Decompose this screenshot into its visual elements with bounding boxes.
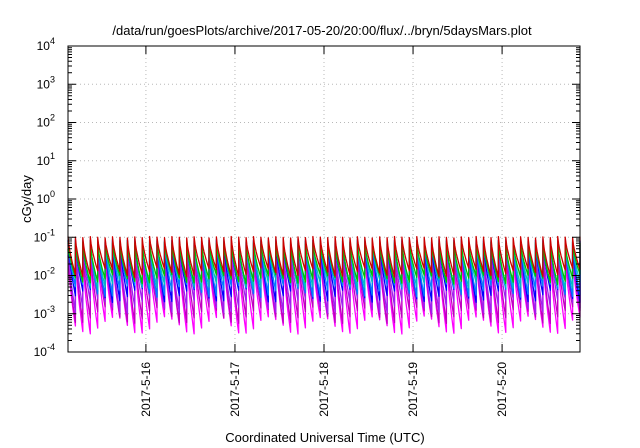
x-tick-label: 2017-5-20 xyxy=(495,362,509,417)
y-tick-label: 101 xyxy=(37,151,55,168)
y-tick-label: 10-1 xyxy=(34,227,55,244)
y-tick-label: 104 xyxy=(37,36,55,53)
chart-title: /data/run/goesPlots/archive/2017-05-20/2… xyxy=(112,23,532,38)
y-tick-exponent: -4 xyxy=(47,342,55,352)
y-tick-label: 10-3 xyxy=(34,304,55,321)
y-tick-exponent: -1 xyxy=(47,227,55,237)
series-line xyxy=(67,242,581,315)
y-tick-exponent: -2 xyxy=(47,266,55,276)
x-axis-ticks: 2017-5-16 2017-5-17 2017-5-18 2017-5-19 2017… xyxy=(139,46,509,417)
y-tick-exponent: 3 xyxy=(50,74,55,84)
x-tick-label: 2017-5-16 xyxy=(139,362,153,417)
y-tick-label: 10-2 xyxy=(34,266,55,283)
x-tick-label: 2017-5-18 xyxy=(317,362,331,417)
y-tick-exponent: 1 xyxy=(50,151,55,161)
x-tick-label: 2017-5-19 xyxy=(406,362,420,417)
series-line xyxy=(67,241,581,285)
grid-lines xyxy=(68,46,580,352)
y-axis-label: cGy/day xyxy=(19,175,34,223)
x-axis-label: Coordinated Universal Time (UTC) xyxy=(225,430,424,445)
y-tick-label: 103 xyxy=(37,74,55,91)
y-tick-label: 100 xyxy=(37,189,55,206)
y-tick-exponent: 2 xyxy=(50,113,55,123)
x-tick-label: 2017-5-17 xyxy=(228,362,242,417)
y-tick-exponent: 4 xyxy=(50,36,55,46)
series-layer xyxy=(67,235,581,335)
y-tick-label: 10-4 xyxy=(34,342,55,359)
y-tick-label: 102 xyxy=(37,113,55,130)
series-line xyxy=(67,235,581,279)
y-tick-exponent: 0 xyxy=(50,189,55,199)
y-tick-exponent: -3 xyxy=(47,304,55,314)
